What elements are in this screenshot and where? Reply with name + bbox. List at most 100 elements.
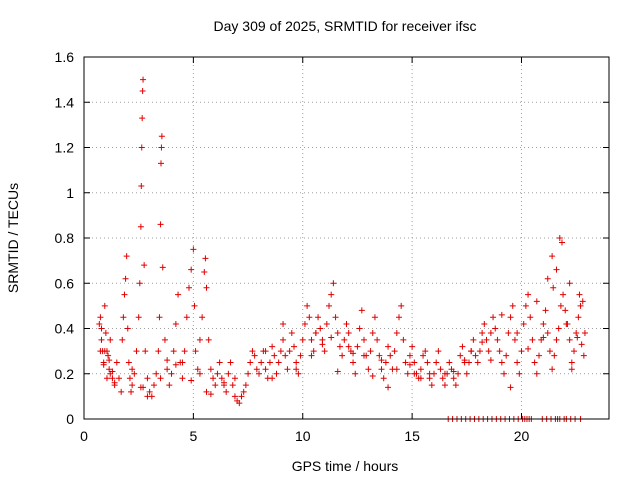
data-point — [555, 325, 562, 332]
data-point — [245, 370, 252, 377]
data-point — [503, 352, 510, 359]
data-point — [417, 366, 424, 373]
data-point — [125, 359, 132, 366]
data-point — [574, 334, 581, 341]
data-point — [106, 366, 113, 373]
data-point — [514, 359, 521, 366]
data-point — [196, 370, 203, 377]
data-point — [181, 348, 188, 355]
data-point — [122, 275, 129, 282]
data-point — [433, 359, 440, 366]
data-point — [551, 352, 558, 359]
data-point — [107, 336, 114, 343]
data-point — [223, 388, 230, 395]
data-point — [361, 352, 367, 359]
data-point — [308, 336, 315, 343]
data-point — [328, 291, 335, 298]
data-point — [138, 182, 145, 189]
data-point — [332, 314, 339, 321]
data-point — [568, 359, 575, 366]
data-point — [321, 348, 328, 355]
data-point — [441, 382, 448, 389]
data-point — [240, 388, 247, 395]
data-point — [566, 280, 573, 287]
data-point — [203, 388, 210, 395]
data-point — [406, 352, 413, 359]
data-point — [282, 352, 289, 359]
data-point — [297, 352, 304, 359]
data-point — [158, 160, 164, 167]
data-point — [450, 375, 457, 382]
data-point — [402, 359, 409, 366]
data-point — [159, 264, 166, 271]
data-point — [291, 343, 297, 350]
data-point — [527, 314, 534, 321]
data-point — [540, 320, 547, 327]
data-point — [422, 348, 429, 355]
data-point — [566, 336, 573, 343]
data-point — [288, 330, 295, 337]
data-point — [463, 370, 470, 377]
y-tick-label: 0 — [66, 411, 74, 427]
data-point — [452, 382, 459, 389]
data-point — [441, 370, 448, 377]
data-point — [242, 382, 249, 389]
data-point — [312, 330, 319, 337]
data-point — [168, 370, 175, 377]
data-point — [330, 280, 337, 287]
data-point — [258, 359, 265, 366]
data-point — [336, 343, 343, 350]
data-point — [518, 348, 525, 355]
data-point — [120, 314, 127, 321]
data-point — [194, 366, 201, 373]
data-point — [339, 352, 346, 359]
data-point — [273, 370, 280, 377]
data-point — [525, 345, 532, 352]
data-point — [560, 291, 567, 298]
data-point — [202, 255, 209, 262]
data-point — [391, 348, 398, 355]
data-point — [361, 336, 367, 343]
data-point — [343, 320, 350, 327]
data-point — [109, 375, 116, 382]
data-point — [144, 393, 151, 400]
data-point — [146, 388, 153, 395]
data-point — [280, 320, 287, 327]
data-point — [214, 370, 221, 377]
data-point — [140, 76, 147, 83]
data-point — [378, 366, 385, 373]
data-point — [253, 366, 260, 373]
data-point — [179, 359, 186, 366]
x-tick-label: 0 — [80, 428, 88, 444]
data-point — [352, 370, 359, 377]
data-point — [470, 336, 477, 343]
y-tick-label: 1 — [66, 185, 74, 201]
data-point — [98, 336, 105, 343]
data-point — [398, 302, 405, 309]
data-point — [299, 336, 306, 343]
data-point — [365, 366, 372, 373]
data-point — [487, 330, 494, 337]
data-point — [199, 314, 206, 321]
data-point — [522, 302, 529, 309]
data-point — [295, 370, 302, 377]
data-point — [191, 302, 198, 309]
data-point — [553, 336, 560, 343]
data-point — [507, 384, 514, 391]
data-point — [393, 366, 400, 373]
data-point — [428, 382, 435, 389]
data-point — [105, 352, 112, 359]
data-point — [479, 330, 486, 337]
data-point — [562, 307, 569, 314]
data-point — [450, 368, 457, 375]
grid-lines — [84, 57, 609, 419]
data-point — [542, 307, 549, 314]
data-point — [334, 368, 341, 375]
data-point — [369, 330, 376, 337]
data-point — [293, 359, 300, 366]
data-point — [236, 400, 243, 407]
data-point — [525, 291, 532, 298]
data-point — [153, 370, 160, 377]
data-point — [514, 330, 521, 337]
data-point — [509, 302, 516, 309]
